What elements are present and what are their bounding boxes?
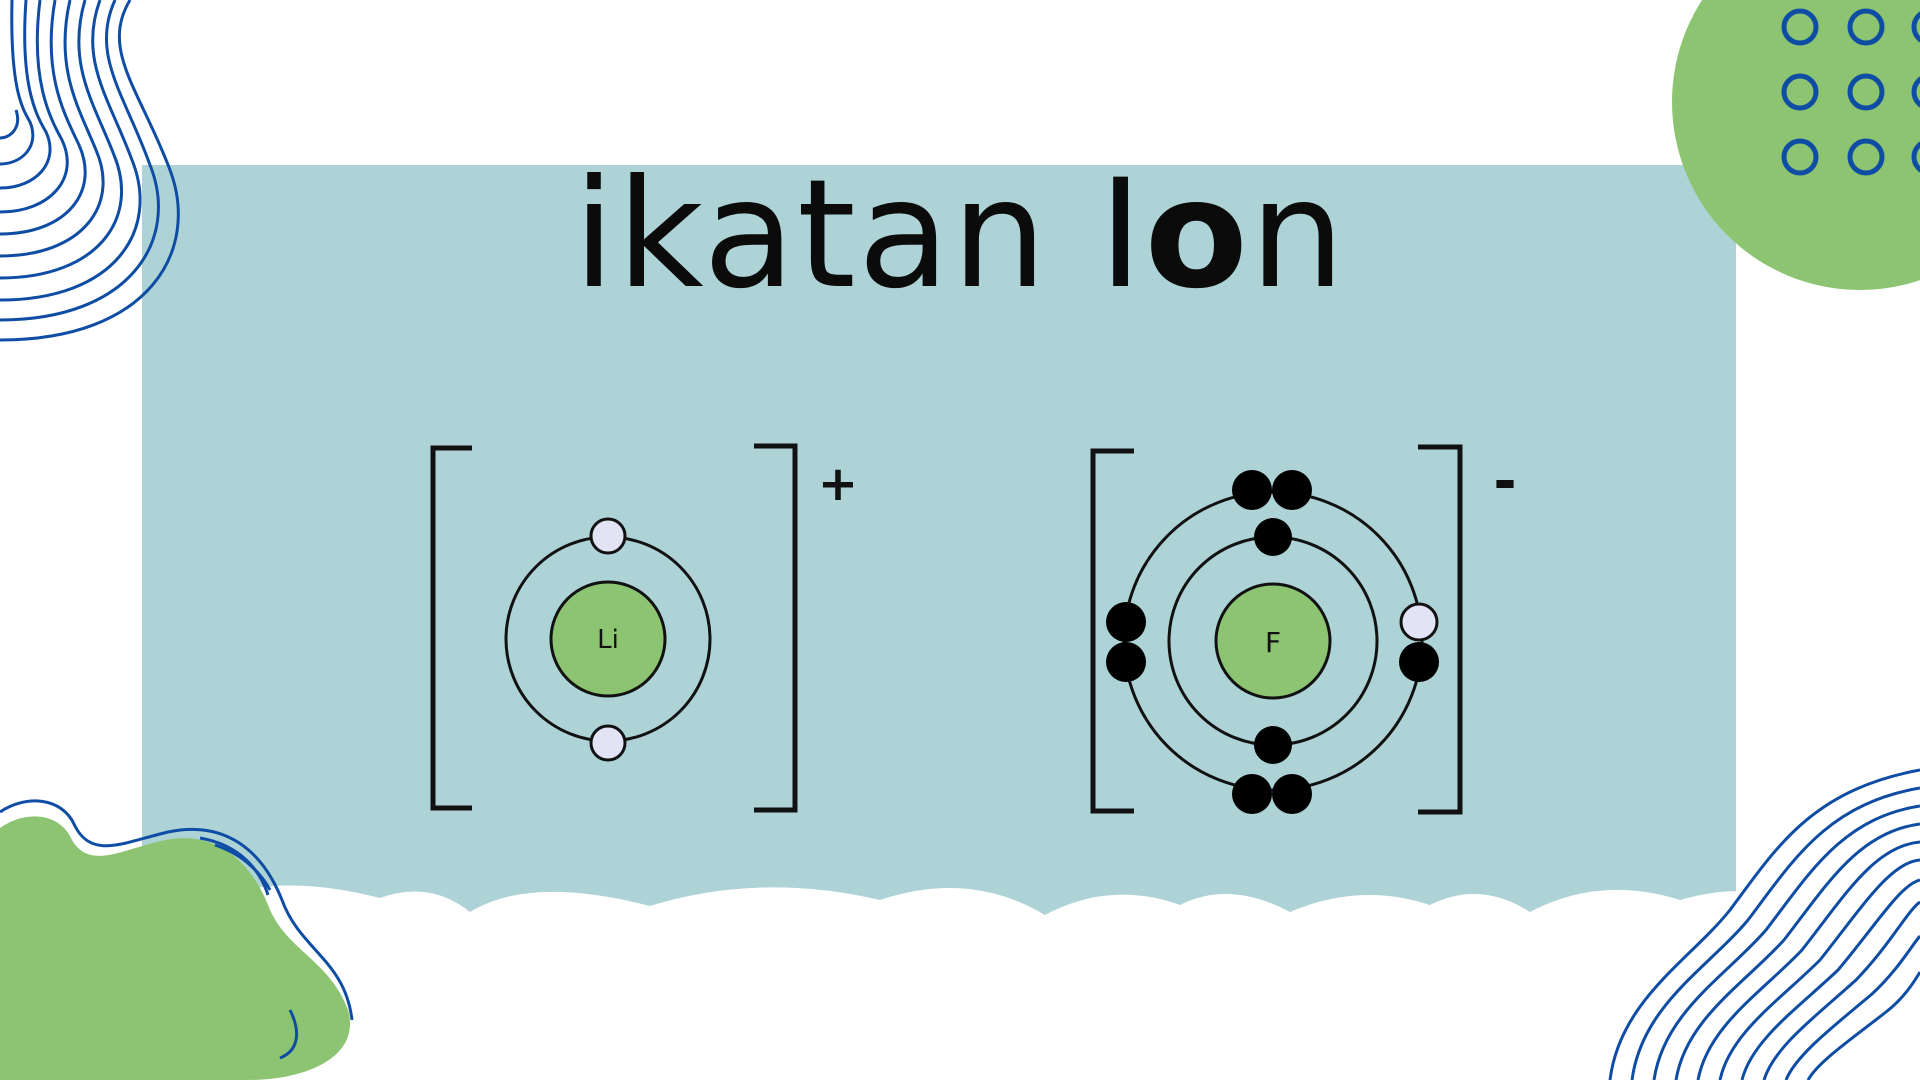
- electron: [1106, 602, 1146, 642]
- electron: [1272, 774, 1312, 814]
- electron: [1399, 602, 1439, 642]
- fluorine-nucleus: [1214, 582, 1332, 700]
- right-bracket: [1418, 444, 1463, 815]
- electron: [1232, 774, 1272, 814]
- wave-lines-top-left: [0, 0, 180, 342]
- lithium-symbol: Li: [597, 625, 619, 655]
- electron: [1106, 642, 1146, 682]
- blob-outline-lines: [0, 799, 354, 1060]
- green-blob-bottom-left: [0, 816, 351, 1080]
- fluoride-ion: F -: [1090, 444, 1517, 815]
- title-suffix: n: [1249, 148, 1347, 322]
- electron: [1232, 470, 1272, 510]
- fluorine-charge: -: [1493, 449, 1516, 514]
- electron: [1254, 518, 1292, 556]
- green-circle-top-right: [1672, 0, 1920, 290]
- title-o: o: [1144, 148, 1250, 322]
- electron: [589, 517, 627, 555]
- electron: [1272, 470, 1312, 510]
- lithium-ion: Li +: [430, 443, 858, 813]
- electron: [589, 724, 627, 762]
- lithium-nucleus: [549, 580, 667, 698]
- title-prefix: ikatan I: [573, 148, 1145, 322]
- left-bracket: [430, 445, 472, 811]
- lithium-charge: +: [818, 456, 858, 512]
- electron: [1254, 726, 1292, 764]
- electron: [1399, 642, 1439, 682]
- right-bracket: [754, 443, 798, 813]
- left-bracket: [1090, 448, 1134, 814]
- fluorine-symbol: F: [1265, 626, 1281, 659]
- slide-title: ikatan Ion: [0, 150, 1920, 320]
- background-panel: [142, 165, 1736, 945]
- dot-ring-grid: [1781, 8, 1920, 176]
- wave-lines-bottom-right: [1608, 768, 1920, 1080]
- cloud-bottom: [0, 885, 1920, 1080]
